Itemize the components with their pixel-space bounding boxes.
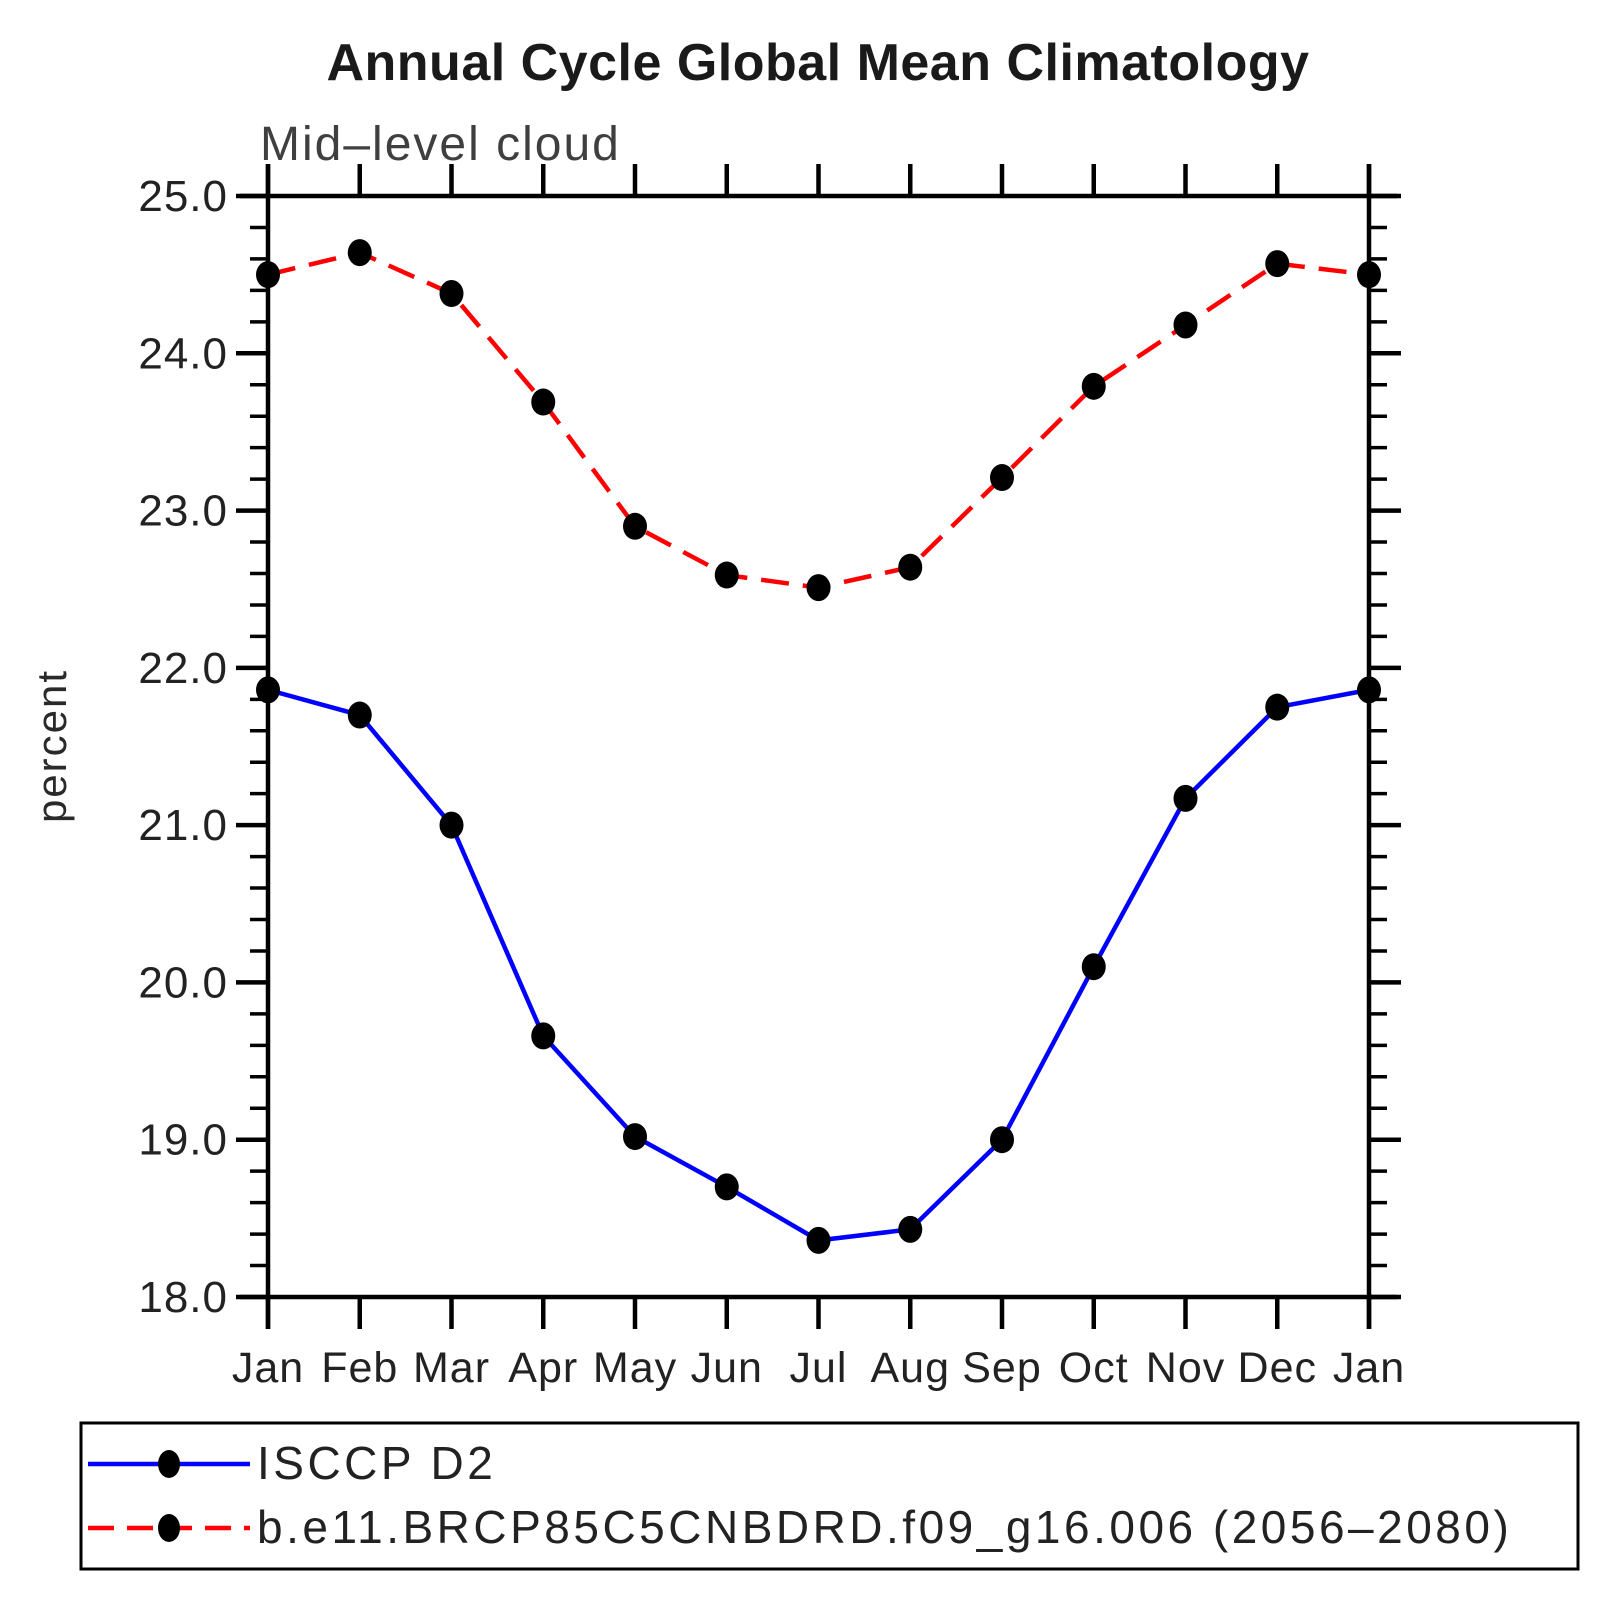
x-tick-label: Sep [962,1344,1042,1392]
x-tick-label: Mar [413,1344,490,1392]
legend-marker-sample [158,1450,180,1478]
data-point-marker [1265,693,1290,721]
data-point-marker [623,1123,647,1151]
data-point-marker [439,811,464,839]
x-tick-label: Jan [1333,1344,1405,1392]
y-tick-label: 25.0 [138,172,228,221]
x-tick-label: Oct [1059,1344,1129,1392]
series-line-0 [267,687,1370,1243]
plot-area: Jan Feb Mar Apr May Jun Jul Aug Sep Oct Nov Dec Jan1… [138,164,1405,1392]
legend-label-model: b.e11.BRCP85C5CNBDRD.f09_g16.006 (2056–2… [257,1501,1512,1553]
data-point-marker [714,1173,739,1201]
x-tick-label: Nov [1146,1344,1225,1392]
data-point-marker [898,553,923,581]
data-point-marker [347,701,372,729]
y-tick-label: 20.0 [138,958,228,1007]
legend-label-isccp-d2: ISCCP D2 [257,1437,496,1489]
x-tick-label: May [593,1344,677,1392]
data-point-marker [806,1226,831,1254]
x-tick-label: Dec [1238,1344,1317,1392]
x-tick-label: Jul [790,1344,848,1392]
data-point-marker [347,239,372,267]
data-point-marker [1173,784,1198,812]
y-tick-label: 24.0 [138,329,228,378]
data-point-marker [1357,676,1381,704]
x-tick-label: Jun [691,1344,763,1392]
data-point-marker [256,261,280,289]
y-tick-label: 21.0 [138,801,228,850]
legend-box [79,1421,1580,1571]
data-point-marker [990,464,1014,492]
data-point-marker [714,561,739,589]
chart-title: Annual Cycle Global Mean Climatology [326,34,1309,92]
x-tick-label: Aug [870,1344,950,1392]
chart-subtitle: Mid–level cloud [260,118,621,171]
data-point-marker [439,280,464,308]
data-point-marker [898,1215,923,1243]
data-point-marker [1265,250,1290,278]
data-point-marker [256,676,280,704]
data-point-marker [1357,261,1381,289]
series-line-1 [267,250,1370,590]
data-point-marker [1081,953,1106,981]
y-tick-label: 19.0 [138,1116,228,1165]
y-tick-label: 18.0 [138,1273,228,1322]
data-point-marker [531,1022,556,1050]
x-tick-label: Jan [232,1344,304,1392]
y-tick-label: 23.0 [138,487,228,536]
data-point-marker [1081,372,1106,400]
legend-sample-model [88,1514,250,1542]
legend-marker-sample [158,1514,180,1542]
data-point-marker [623,512,647,540]
x-tick-label: Apr [508,1344,578,1392]
data-point-marker [990,1126,1014,1154]
x-tick-label: Feb [321,1344,398,1392]
data-point-marker [806,574,831,602]
legend: ISCCP D2 b.e11.BRCP85C5CNBDRD.f09_g16.00… [79,1421,1580,1571]
legend-sample-isccp-d2 [88,1450,250,1478]
y-axis-label: percent [28,669,75,823]
data-point-marker [1173,311,1198,339]
data-point-marker [531,388,556,416]
y-tick-label: 22.0 [138,644,228,693]
